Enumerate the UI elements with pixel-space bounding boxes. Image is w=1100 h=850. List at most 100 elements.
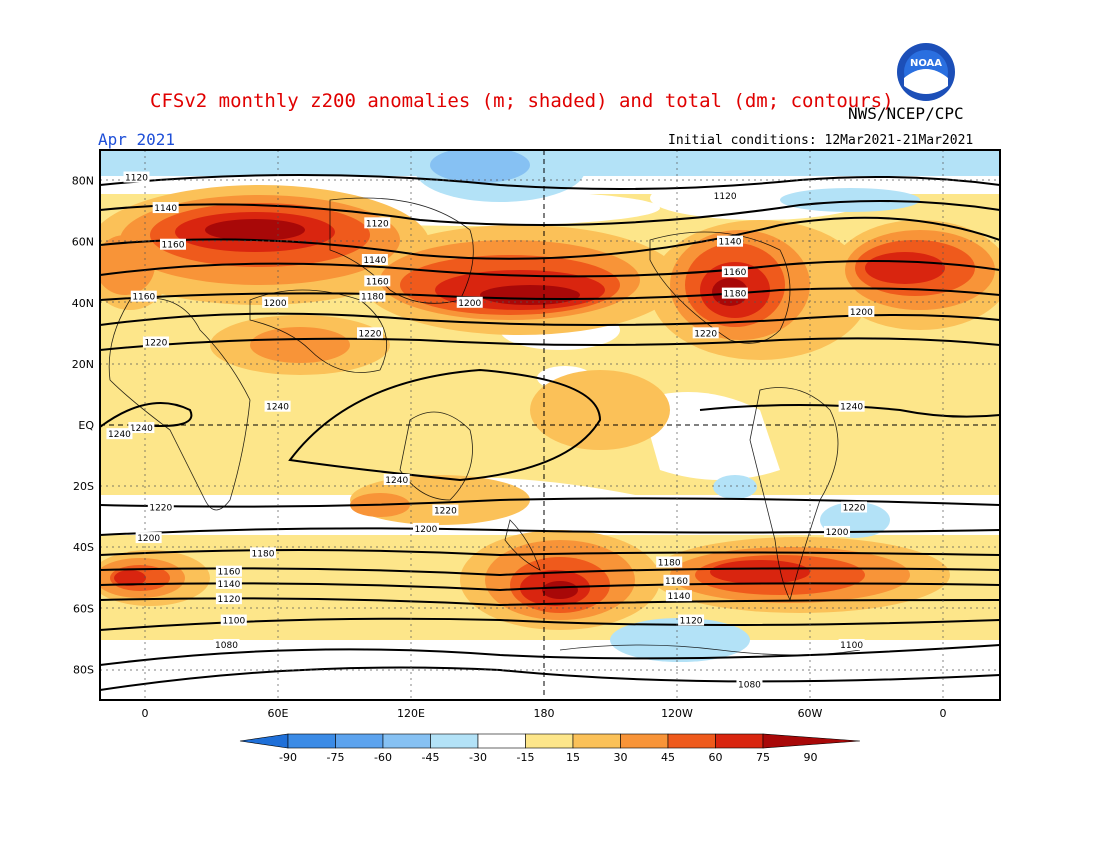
lon-label: 120W	[661, 707, 693, 720]
lon-label: 0	[940, 707, 947, 720]
svg-text:1080: 1080	[215, 641, 238, 651]
colorbar-swatch	[335, 733, 384, 749]
colorbar-label: -45	[422, 751, 440, 764]
colorbar-arrow-low	[239, 733, 289, 749]
contour-label: 1220	[147, 501, 174, 514]
svg-text:1240: 1240	[385, 476, 408, 486]
contour-label: 1140	[361, 254, 388, 266]
svg-text:1160: 1160	[217, 568, 240, 578]
contour-label: 1120	[712, 189, 739, 202]
lon-label: 180	[534, 707, 555, 720]
svg-text:1120: 1120	[217, 595, 240, 605]
svg-text:1160: 1160	[132, 293, 155, 303]
contour-labels: 1120114011601160120012201240124011201140…	[106, 171, 875, 691]
contour-label: 1200	[412, 522, 439, 535]
map-field: 1120114011601160120012201240124011201140…	[100, 150, 1000, 700]
svg-text:1100: 1100	[840, 641, 863, 651]
contour-label: 1240	[106, 428, 133, 440]
svg-text:1160: 1160	[665, 577, 688, 587]
contour-label: 1240	[838, 400, 865, 413]
contour-label: 1160	[159, 238, 186, 251]
colorbar-label: -75	[327, 751, 345, 764]
contour-label: 1220	[841, 501, 868, 514]
map-frame	[99, 149, 1001, 701]
svg-text:1220: 1220	[694, 329, 717, 339]
contour-label: 1200	[456, 296, 483, 309]
contour-label: 1160	[215, 565, 242, 578]
lat-label: 40N	[72, 297, 94, 310]
contour-label: 1100	[838, 639, 865, 651]
colorbar-swatch	[667, 733, 716, 749]
contour-label: 1240	[383, 474, 410, 486]
contour-label: 1080	[736, 678, 763, 691]
svg-text:1220: 1220	[434, 507, 457, 517]
svg-text:1100: 1100	[222, 617, 245, 627]
colorbar-swatch	[477, 733, 526, 749]
colorbar: -90 -75 -60 -45 -30 -15 15 30 45 60 75 90	[239, 733, 861, 764]
contour-label: 1220	[432, 504, 459, 517]
contour-label: 1160	[721, 266, 748, 278]
svg-text:1240: 1240	[840, 403, 863, 413]
colorbar-label: 60	[709, 751, 723, 764]
contour-label: 1180	[249, 547, 276, 559]
colorbar-label: 15	[566, 751, 580, 764]
colorbar-swatch	[525, 733, 574, 749]
longitude-labels: 0 60E 120E 180 120W 60W 0	[142, 707, 947, 720]
contour-label: 1140	[215, 577, 242, 590]
lon-label: 0	[142, 707, 149, 720]
svg-text:1220: 1220	[359, 329, 382, 339]
svg-text:1160: 1160	[723, 268, 746, 278]
colorbar-label: 75	[756, 751, 770, 764]
svg-text:1160: 1160	[162, 241, 185, 251]
contour-label: 1220	[357, 327, 383, 339]
contour-label: 1160	[364, 275, 391, 287]
contour-label: 1140	[152, 202, 179, 214]
lon-label: 60W	[798, 707, 823, 720]
lat-label: 60S	[73, 602, 94, 615]
svg-text:1240: 1240	[130, 424, 153, 434]
colorbar-swatch	[382, 733, 431, 749]
colorbar-label: -30	[469, 751, 487, 764]
svg-text:1140: 1140	[154, 204, 177, 214]
height-contours	[100, 174, 1000, 691]
svg-text:1200: 1200	[264, 299, 287, 309]
initial-conditions: Initial conditions: 12Mar2021-21Mar2021	[668, 133, 974, 148]
colorbar-label: -15	[517, 751, 535, 764]
contour-label: 1120	[215, 593, 242, 605]
lat-label: 60N	[72, 236, 94, 249]
svg-text:1240: 1240	[108, 430, 131, 440]
lat-label: EQ	[78, 419, 94, 432]
lat-label: 80S	[73, 663, 94, 676]
lat-label: 20S	[73, 480, 94, 493]
colorbar-label: -90	[279, 751, 297, 764]
colorbar-label: 90	[804, 751, 818, 764]
contour-label: 1080	[213, 639, 240, 651]
map-title: CFSv2 monthly z200 anomalies (m; shaded)…	[150, 90, 894, 112]
svg-text:1200: 1200	[826, 528, 849, 538]
svg-text:1140: 1140	[363, 256, 386, 266]
svg-text:1140: 1140	[217, 580, 240, 590]
graticule	[100, 150, 1000, 700]
svg-text:1220: 1220	[843, 504, 866, 514]
contour-label: 1120	[123, 171, 150, 184]
svg-text:1120: 1120	[366, 219, 389, 229]
svg-text:1220: 1220	[144, 339, 167, 349]
contour-label: 1220	[142, 336, 169, 349]
svg-text:1120: 1120	[125, 174, 148, 184]
svg-text:1200: 1200	[850, 308, 873, 318]
contour-label: 1220	[692, 327, 719, 339]
contour-label: 1240	[128, 422, 155, 434]
contour-label: 1180	[359, 290, 386, 303]
colorbar-swatch	[620, 733, 669, 749]
contour-label: 1200	[135, 532, 162, 544]
colorbar-label: 30	[614, 751, 628, 764]
svg-text:1200: 1200	[414, 525, 437, 535]
contour-label: 1180	[721, 287, 748, 300]
colorbar-arrow-high	[762, 733, 861, 749]
contour-label: 1120	[364, 217, 391, 229]
colorbar-label: -60	[374, 751, 392, 764]
svg-text:1180: 1180	[723, 290, 746, 300]
colorbar-label: 45	[661, 751, 675, 764]
contour-label: 1140	[717, 235, 743, 248]
noaa-logo-text: NOAA	[910, 58, 942, 69]
